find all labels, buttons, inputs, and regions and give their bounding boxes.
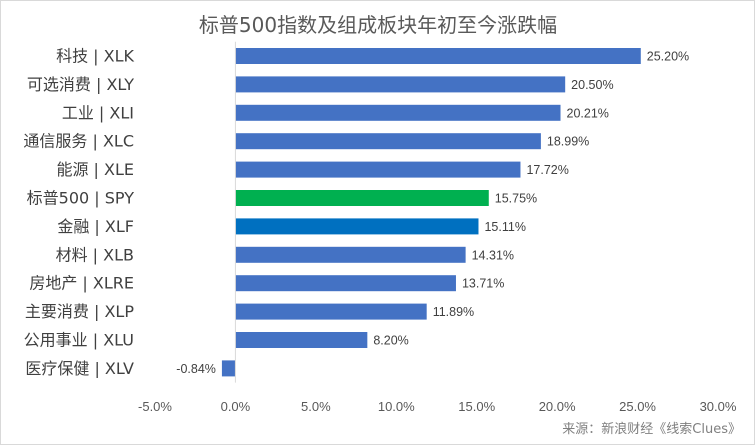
bar <box>235 303 427 320</box>
data-labels: 25.20% 20.50% 20.21% 18.99% 17.72% 15.75% 15.1… <box>176 50 689 376</box>
x-tick-label: -5.0% <box>138 399 172 414</box>
x-tick-label: 5.0% <box>301 399 331 414</box>
data-label: 20.21% <box>567 106 609 120</box>
category-label: 科技 | XLK <box>56 47 134 66</box>
bar <box>235 76 566 93</box>
category-label: 主要消费 | XLP <box>25 302 134 321</box>
category-label: 工业 | XLI <box>62 103 134 122</box>
data-label: 13.71% <box>462 277 504 291</box>
bar <box>235 104 561 121</box>
x-tick-label: 30.0% <box>700 399 737 414</box>
data-label: 15.75% <box>495 192 537 206</box>
bar <box>235 48 641 64</box>
x-tick-label: 25.0% <box>619 399 656 414</box>
data-label: 20.50% <box>571 78 613 92</box>
data-label: -0.84% <box>176 362 216 376</box>
bar <box>235 218 479 235</box>
bar <box>235 246 466 263</box>
bar <box>235 161 521 178</box>
data-label: 14.31% <box>472 248 514 262</box>
data-label: 15.11% <box>484 220 525 234</box>
data-label: 18.99% <box>547 135 589 149</box>
bar <box>221 360 236 377</box>
x-tick-label: 15.0% <box>458 399 495 414</box>
x-tick-label: 20.0% <box>539 399 576 414</box>
bar <box>235 332 368 348</box>
category-label: 医疗保健 | XLV <box>25 359 134 378</box>
category-labels: 科技 | XLK 可选消费 | XLY 工业 | XLI 通信服务 | XLC 能源 |… <box>23 47 134 378</box>
chart-title: 标普500指数及组成板块年初至今涨跌幅 <box>199 13 557 37</box>
category-label: 材料 | XLB <box>56 245 134 264</box>
category-label: 通信服务 | XLC <box>23 132 134 151</box>
bar <box>235 133 541 150</box>
data-label: 25.20% <box>647 50 689 64</box>
data-label: 17.72% <box>526 163 568 177</box>
bar <box>235 190 489 206</box>
bars <box>221 48 641 377</box>
category-label: 能源 | XLE <box>56 160 134 179</box>
data-label: 8.20% <box>373 334 408 348</box>
category-label: 公用事业 | XLU <box>24 331 134 350</box>
x-tick-label: 0.0% <box>221 399 251 414</box>
category-label: 金融 | XLF <box>57 217 134 236</box>
category-label: 可选消费 | XLY <box>27 75 134 94</box>
category-label: 房地产 | XLRE <box>29 274 134 293</box>
source-note: 来源：新浪财经《线索Clues》 <box>562 421 741 437</box>
category-label: 标普500 | SPY <box>27 189 135 208</box>
data-label: 11.89% <box>433 305 474 319</box>
bar <box>235 275 456 292</box>
x-tick-label: 10.0% <box>378 399 415 414</box>
x-axis-ticks: -5.0% 0.0% 5.0% 10.0% 15.0% 20.0% 25.0% 30.0% <box>138 399 737 414</box>
